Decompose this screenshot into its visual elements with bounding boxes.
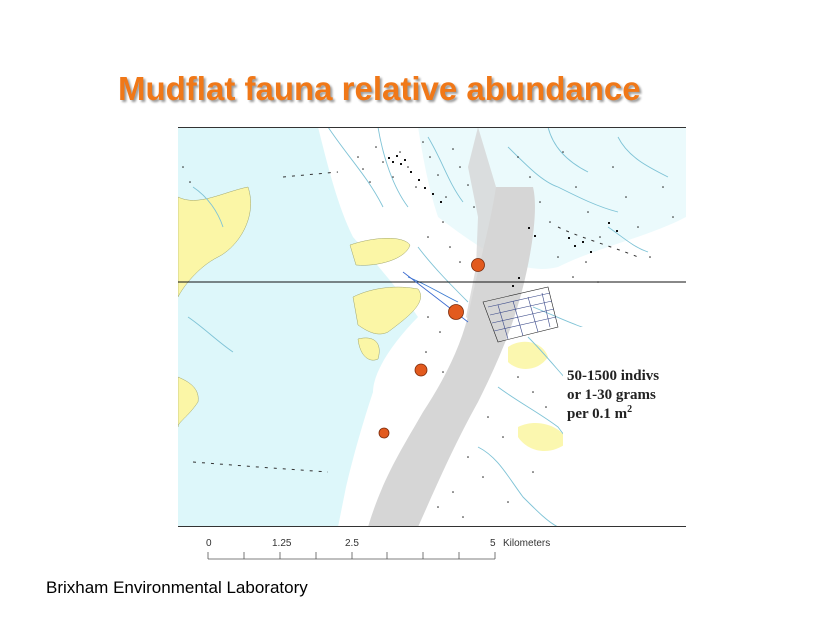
scale-label-1: 1.25 <box>272 538 292 549</box>
footer-credit: Brixham Environmental Laboratory <box>46 578 308 597</box>
scale-label-2: 2.5 <box>345 538 359 549</box>
legend-superscript: 2 <box>627 404 633 415</box>
sample-point-1 <box>471 258 485 272</box>
urban-stipple <box>388 155 618 287</box>
marsh-left-2 <box>178 376 199 428</box>
marsh-east <box>508 341 548 369</box>
sample-point-2 <box>448 304 464 320</box>
scale-bar: 0 1.25 2.5 5 Kilometers <box>206 538 550 560</box>
sample-point-4 <box>378 427 390 439</box>
marsh-left <box>178 186 251 298</box>
inset-blank <box>563 327 686 527</box>
boundary-lines <box>192 171 639 473</box>
scale-tick-labels: 0 1.25 2.5 5 Kilometers <box>206 538 550 549</box>
abundance-legend: 50-1500 indivs or 1-30 grams per 0.1 m2 <box>567 367 659 424</box>
hatched-area <box>482 286 559 343</box>
marsh-lower <box>357 337 380 361</box>
scale-label-0: 0 <box>206 538 212 549</box>
mudflat-band-upper <box>466 127 508 327</box>
legend-line-3: per 0.1 m2 <box>567 405 659 424</box>
scale-unit: Kilometers <box>503 538 550 549</box>
scale-ticks <box>207 552 496 559</box>
legend-line-1: 50-1500 indivs <box>567 368 660 384</box>
scale-label-3: 5 <box>490 538 496 549</box>
sample-point-3 <box>414 363 428 377</box>
slide-title: Mudflat fauna relative abundance <box>118 70 641 107</box>
estuary-map <box>178 127 686 527</box>
marsh-east-2 <box>518 422 568 452</box>
marsh-center <box>352 286 421 335</box>
legend-line-2: or 1-30 grams <box>567 387 656 403</box>
legend-line-3-text: per 0.1 m <box>567 406 628 422</box>
marsh-island <box>349 238 411 266</box>
